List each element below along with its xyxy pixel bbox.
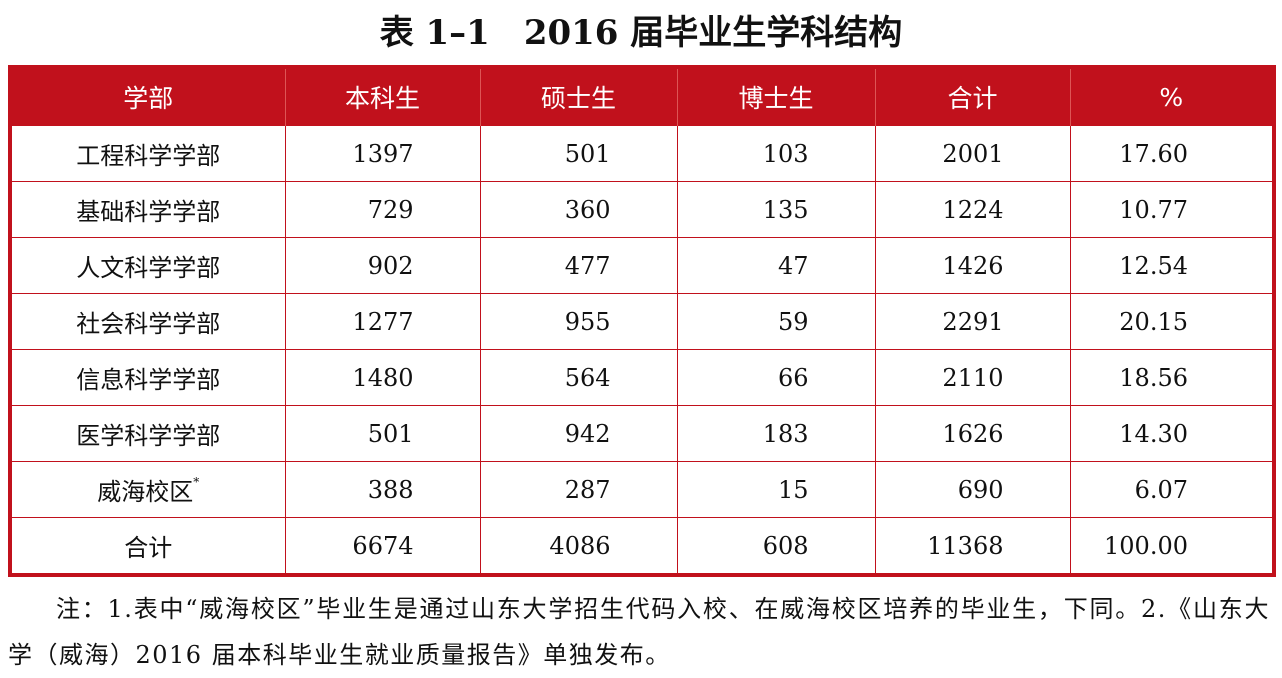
header-row: 学部 本科生 硕士生 博士生 合计% bbox=[9, 67, 1274, 126]
value-cell: 360 bbox=[479, 181, 678, 238]
value-cell: 135 bbox=[676, 181, 876, 238]
value-cell: 11368 bbox=[874, 517, 1071, 576]
value-cell: 6674 bbox=[284, 517, 481, 576]
table-title: 表 1–1 2016 届毕业生学科结构 bbox=[379, 13, 903, 53]
value-cell: 2001 bbox=[874, 125, 1071, 182]
value-cell: 100.00 bbox=[1069, 517, 1275, 576]
row-label-cell: 工程科学学部 bbox=[9, 125, 286, 182]
value-cell: 103 bbox=[676, 125, 876, 182]
value-cell: 388 bbox=[284, 461, 481, 518]
value-cell: 14.30 bbox=[1069, 405, 1275, 462]
value-cell: 183 bbox=[676, 405, 876, 462]
row-label-cell: 信息科学学部 bbox=[9, 349, 286, 406]
footnote: 注：1.表中“威海校区”毕业生是通过山东大学招生代码入校、在威海校区培养的毕业生… bbox=[8, 595, 1270, 669]
row-label: 信息科学学部 bbox=[76, 366, 221, 394]
footnote-mark: * bbox=[193, 475, 200, 489]
table-row: 合计 6674 4086 608 11368 100.00 bbox=[9, 517, 1275, 576]
value-cell: 47 bbox=[676, 237, 876, 294]
value-cell: 501 bbox=[284, 405, 481, 462]
row-label-cell: 合计 bbox=[9, 517, 286, 576]
header-cell: 学部 bbox=[9, 67, 285, 126]
value-cell: 2110 bbox=[874, 349, 1071, 406]
value-cell: 564 bbox=[479, 349, 678, 406]
row-label: 基础科学学部 bbox=[76, 198, 221, 226]
value-cell: 1626 bbox=[874, 405, 1071, 462]
row-label-cell: 医学科学学部 bbox=[9, 405, 286, 462]
value-cell: 690 bbox=[874, 461, 1071, 518]
value-cell: 942 bbox=[479, 405, 678, 462]
row-label-cell: 人文科学学部 bbox=[9, 237, 286, 294]
table-row: 医学科学学部 501 942 183 1626 14.30 bbox=[9, 405, 1275, 462]
row-label-cell: 基础科学学部 bbox=[9, 181, 286, 238]
value-cell: 15 bbox=[676, 461, 876, 518]
header-cell: 合计 bbox=[874, 67, 1070, 126]
value-cell: 1224 bbox=[874, 181, 1071, 238]
value-cell: 4086 bbox=[479, 517, 678, 576]
header-cell: 硕士生 bbox=[479, 67, 677, 126]
table-body: 工程科学学部 1397 501 103 2001 17.60 基础科学学部 729 360 135… bbox=[9, 125, 1275, 576]
table-row: 工程科学学部 1397 501 103 2001 17.60 bbox=[9, 125, 1275, 182]
value-cell: 477 bbox=[479, 237, 678, 294]
header-cell: 本科生 bbox=[284, 67, 480, 126]
value-cell: 2291 bbox=[874, 293, 1071, 350]
value-cell: 12.54 bbox=[1069, 237, 1275, 294]
value-cell: 955 bbox=[479, 293, 678, 350]
table-row: 基础科学学部 729 360 135 1224 10.77 bbox=[9, 181, 1275, 238]
row-label: 工程科学学部 bbox=[76, 142, 221, 170]
row-label: 医学科学学部 bbox=[76, 422, 221, 450]
value-cell: 729 bbox=[284, 181, 481, 238]
value-cell: 59 bbox=[676, 293, 876, 350]
value-cell: 6.07 bbox=[1069, 461, 1275, 518]
table-row: 社会科学学部 1277 955 59 2291 20.15 bbox=[9, 293, 1275, 350]
value-cell: 18.56 bbox=[1069, 349, 1275, 406]
value-cell: 902 bbox=[284, 237, 481, 294]
row-label: 人文科学学部 bbox=[76, 254, 221, 282]
row-label: 社会科学学部 bbox=[76, 310, 221, 338]
data-table: 学部 本科生 硕士生 博士生 合计% 工程科学学部 1397 501 103 2001 17.60… bbox=[8, 65, 1276, 577]
value-cell: 1426 bbox=[874, 237, 1071, 294]
value-cell: 608 bbox=[676, 517, 876, 576]
value-cell: 20.15 bbox=[1069, 293, 1275, 350]
table-row: 威海校区* 388 287 15 690 6.07 bbox=[9, 461, 1275, 518]
row-label: 合计 bbox=[124, 534, 173, 562]
value-cell: 66 bbox=[676, 349, 876, 406]
header-cell: % bbox=[1069, 67, 1274, 126]
table-row: 信息科学学部 1480 564 66 2110 18.56 bbox=[9, 349, 1275, 406]
header-cell: 博士生 bbox=[676, 67, 875, 126]
value-cell: 10.77 bbox=[1069, 181, 1275, 238]
row-label-cell: 威海校区* bbox=[9, 461, 286, 518]
row-label-cell: 社会科学学部 bbox=[9, 293, 286, 350]
row-label: 威海校区 bbox=[97, 478, 194, 506]
table-row: 人文科学学部 902 477 47 1426 12.54 bbox=[9, 237, 1275, 294]
value-cell: 501 bbox=[479, 125, 678, 182]
value-cell: 287 bbox=[479, 461, 678, 518]
value-cell: 1277 bbox=[284, 293, 481, 350]
value-cell: 17.60 bbox=[1069, 125, 1275, 182]
value-cell: 1480 bbox=[284, 349, 481, 406]
value-cell: 1397 bbox=[284, 125, 481, 182]
